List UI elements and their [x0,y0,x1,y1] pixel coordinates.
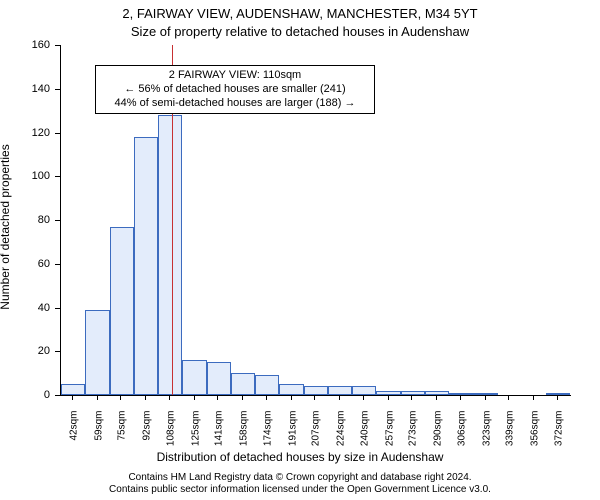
histogram-bar [85,310,109,395]
y-tick-label: 140 [0,83,50,95]
y-tick-label: 80 [0,214,50,226]
x-tick-mark [145,395,146,400]
x-tick-mark [363,395,364,400]
x-tick-mark [217,395,218,400]
x-tick-mark [388,395,389,400]
y-tick-label: 40 [0,302,50,314]
y-tick-label: 100 [0,170,50,182]
histogram-bar [110,227,134,395]
chart-title-subtitle: Size of property relative to detached ho… [0,24,600,39]
x-tick-mark [339,395,340,400]
annotation-line-2: ← 56% of detached houses are smaller (24… [102,82,368,96]
x-tick-mark [485,395,486,400]
y-tick-label: 160 [0,39,50,51]
footer-line-1: Contains HM Land Registry data © Crown c… [0,472,600,484]
x-tick-mark [194,395,195,400]
x-tick-mark [97,395,98,400]
y-tick-label: 60 [0,258,50,270]
y-tick-label: 120 [0,127,50,139]
histogram-bar [231,373,255,395]
x-tick-mark [120,395,121,400]
histogram-bar [182,360,206,395]
x-tick-mark [411,395,412,400]
y-tick-label: 20 [0,345,50,357]
x-axis-label: Distribution of detached houses by size … [0,450,600,464]
x-tick-mark [460,395,461,400]
x-tick-mark [169,395,170,400]
histogram-bar [134,137,158,395]
histogram-bar [255,375,279,395]
footer-line-2: Contains public sector information licen… [0,484,600,496]
annotation-line-1: 2 FAIRWAY VIEW: 110sqm [102,68,368,82]
x-tick-mark [266,395,267,400]
histogram-bar [352,386,376,395]
histogram-bar [158,115,182,395]
histogram-bar [328,386,352,395]
annotation-line-3: 44% of semi-detached houses are larger (… [102,96,368,110]
x-tick-mark [508,395,509,400]
x-tick-mark [72,395,73,400]
x-tick-mark [557,395,558,400]
annotation-box: 2 FAIRWAY VIEW: 110sqm ← 56% of detached… [95,65,375,114]
histogram-bar [449,393,473,395]
histogram-bar [279,384,303,395]
histogram-bar [401,391,425,395]
histogram-chart: 2, FAIRWAY VIEW, AUDENSHAW, MANCHESTER, … [0,0,600,500]
y-axis-label: Number of detached properties [0,144,12,309]
footer-attribution: Contains HM Land Registry data © Crown c… [0,472,600,496]
y-tick-label: 0 [0,389,50,401]
x-tick-mark [436,395,437,400]
x-tick-mark [242,395,243,400]
x-tick-mark [533,395,534,400]
x-tick-mark [291,395,292,400]
histogram-bar [61,384,85,395]
histogram-bar [546,393,570,395]
x-tick-mark [314,395,315,400]
histogram-bar [304,386,328,395]
chart-title-address: 2, FAIRWAY VIEW, AUDENSHAW, MANCHESTER, … [0,6,600,21]
histogram-bar [207,362,231,395]
